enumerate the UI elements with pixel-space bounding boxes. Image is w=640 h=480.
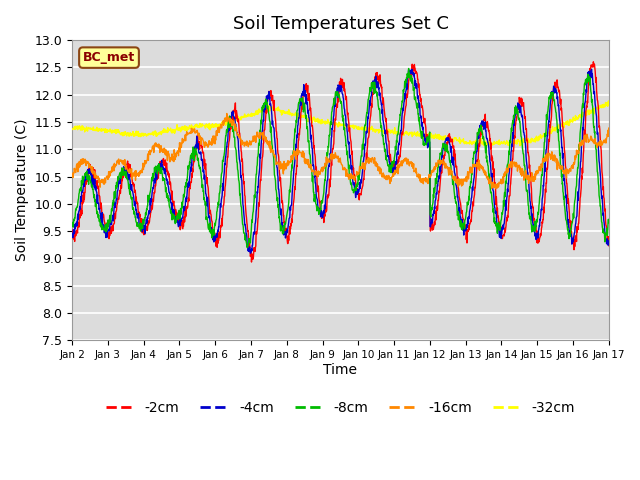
Legend: -2cm, -4cm, -8cm, -16cm, -32cm: -2cm, -4cm, -8cm, -16cm, -32cm xyxy=(100,395,580,420)
Text: BC_met: BC_met xyxy=(83,51,135,64)
X-axis label: Time: Time xyxy=(323,363,358,377)
Y-axis label: Soil Temperature (C): Soil Temperature (C) xyxy=(15,119,29,262)
Title: Soil Temperatures Set C: Soil Temperatures Set C xyxy=(232,15,449,33)
